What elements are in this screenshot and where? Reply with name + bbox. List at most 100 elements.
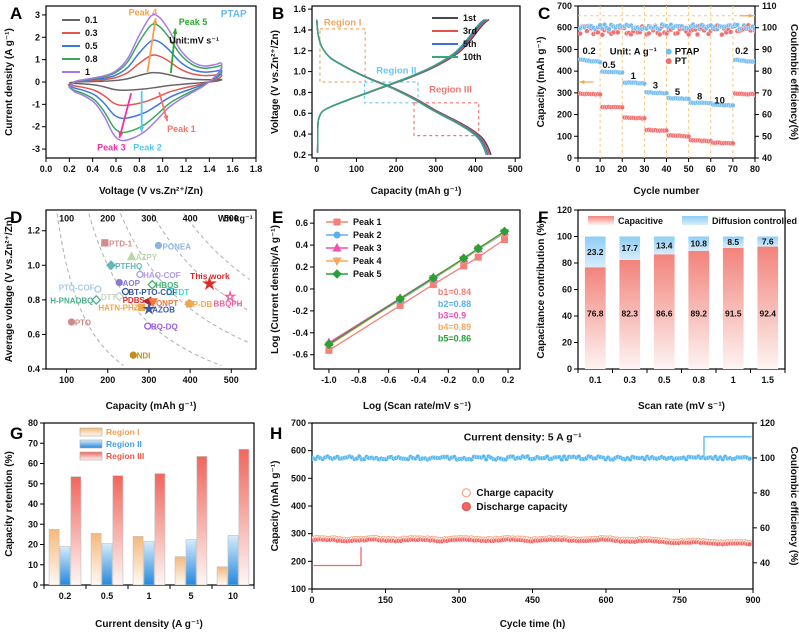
legend-label: 0.8 xyxy=(85,54,98,64)
y-tick-label: 1.0 xyxy=(293,67,306,77)
x-axis-label: Cycle time (h) xyxy=(500,619,566,630)
capacitive-bar xyxy=(722,247,744,369)
x-axis-label: Current density (A g⁻¹) xyxy=(95,619,203,630)
x-tick-label: 0.2 xyxy=(63,164,76,174)
y-tick-label: 1.4 xyxy=(293,25,306,35)
x-tick-label: 1.2 xyxy=(180,164,193,174)
marker xyxy=(147,279,158,290)
y-tick-label: 0.2 xyxy=(293,150,306,160)
diffusion-value-label: 13.4 xyxy=(656,240,673,250)
material-point-label: HAQ-COF xyxy=(143,271,180,280)
contour-unit-label: Wh kg⁻¹ xyxy=(218,214,253,224)
legend-label: Region II xyxy=(106,439,142,449)
pt-ce-point xyxy=(578,31,583,37)
x-tick-label: 500 xyxy=(224,375,239,385)
x-tick-label: 10 xyxy=(595,164,605,174)
material-point-label: NDI xyxy=(137,352,151,361)
panel-letter-a: A xyxy=(10,4,23,23)
b-value-label: b3=0.9 xyxy=(438,310,466,320)
panel-d-plot: 100 200 300 400 500 0.4 0.6 0.8 1.0 1.2 Capacity (… xyxy=(4,209,257,412)
y-tick-label: 0 xyxy=(567,153,572,163)
panel-letter-g: G xyxy=(10,424,24,443)
marker xyxy=(94,285,102,293)
legend-label: Charge capacity xyxy=(476,488,554,499)
ptap-capacity-point xyxy=(663,90,670,96)
x-tick-label: 0.4 xyxy=(86,164,99,174)
y-tick-label: 0.4 xyxy=(295,240,308,250)
panel-c-plot: 0 10 20 30 40 50 60 70 80 0 100 200 300 400 500 600 700 4… xyxy=(536,1,799,197)
ptap-capacity-point xyxy=(752,59,755,65)
x-tick-label: 300 xyxy=(451,595,466,605)
diffusion-bar xyxy=(584,236,606,268)
x-tick-label: 200 xyxy=(100,375,115,385)
material-point-label: DTT xyxy=(101,293,117,302)
pt-ce-point xyxy=(615,29,621,36)
legend-swatch xyxy=(79,451,103,461)
material-point-label: ONPT xyxy=(156,299,178,308)
retention-bar-Region I xyxy=(174,556,186,585)
discharge-point xyxy=(747,541,753,547)
y-tick-label: 2 xyxy=(35,32,40,42)
cv-curve-0.8 xyxy=(68,23,223,134)
panel-letter-f: F xyxy=(538,208,549,227)
x-tick-label: -0.6 xyxy=(381,375,397,385)
x-tick-label: 1.8 xyxy=(250,164,263,174)
material-point-label: PTFHQ xyxy=(115,262,142,271)
pt-ce-point xyxy=(584,28,590,34)
y2-tick-label: 80 xyxy=(760,488,770,498)
rate-label: 1 xyxy=(631,71,637,82)
x-tick-label: 1.4 xyxy=(203,164,216,174)
diffusion-bar xyxy=(653,236,675,255)
annotation: Current density: 5 A g⁻¹ xyxy=(464,431,582,443)
retention-bar-Region III xyxy=(112,475,124,585)
legend-label: Discharge capacity xyxy=(476,502,568,513)
legend-label: Region I xyxy=(106,427,140,437)
series-layer xyxy=(312,436,753,567)
diffusion-value-label: 7.6 xyxy=(762,237,774,247)
y-tick-label: 0.8 xyxy=(293,87,306,97)
b-fit-line-Peak 5 xyxy=(328,230,505,345)
ptap-ce-point xyxy=(606,26,612,32)
material-point-label: H-PNADBQ xyxy=(50,296,93,305)
marker xyxy=(106,260,117,271)
y-tick-label: 60 xyxy=(562,285,572,295)
x-tick-label: 80 xyxy=(750,164,760,174)
left-axis-indicator xyxy=(313,546,362,567)
pt-ce-point xyxy=(686,31,692,38)
marker xyxy=(154,241,163,250)
marker xyxy=(115,278,123,287)
region-box xyxy=(363,81,419,104)
region-box xyxy=(413,102,480,137)
pt-capacity-point xyxy=(619,104,625,110)
pt-ce-point xyxy=(599,32,605,38)
x-tick-label: 900 xyxy=(745,595,760,605)
marker xyxy=(166,287,175,296)
x-tick-label: 0.8 xyxy=(692,375,705,385)
x-tick-label: 50 xyxy=(684,164,694,174)
axes-layer: 100 200 300 400 500 0.4 0.6 0.8 1.0 1.2 Capacity (… xyxy=(4,217,239,412)
y-axis-label: Voltage (V vs.Zn²⁺/Zn) xyxy=(270,30,281,134)
x-tick-label: -0.2 xyxy=(441,375,457,385)
charge-curve-10th xyxy=(316,18,485,153)
y-tick-label: 80 xyxy=(562,258,572,268)
rate-label: 0.2 xyxy=(582,46,595,57)
marker xyxy=(114,291,125,302)
material-point-label: P-DB xyxy=(193,300,213,309)
y-axis-label: Capacity (mAh g⁻¹) xyxy=(270,461,281,552)
legend-marker xyxy=(461,488,471,498)
panel-e-bvalue-chart: -1.0 -0.8 -0.6 -0.4 -0.2 0.0 0.2 -0.6 -0.4 -0.2 0.… xyxy=(270,209,521,412)
pt-ce-point xyxy=(694,31,701,38)
marker xyxy=(332,242,342,252)
rate-label: 5 xyxy=(675,87,681,98)
marker xyxy=(67,318,76,326)
legend-label: 10th xyxy=(463,52,482,62)
unit-label: Unit: A g⁻¹ xyxy=(610,47,657,58)
y-tick-label: 40 xyxy=(28,499,38,509)
material-point-label: PDBS xyxy=(123,296,146,305)
region-label: Region II xyxy=(376,66,416,77)
material-point-label: PONEA xyxy=(163,242,192,251)
y-axis-label: Capacity retention (%) xyxy=(4,451,15,557)
x-tick-label: 0.2 xyxy=(502,375,515,385)
capacitive-value-label: 82.3 xyxy=(621,308,638,318)
pt-ce-point xyxy=(728,29,734,35)
